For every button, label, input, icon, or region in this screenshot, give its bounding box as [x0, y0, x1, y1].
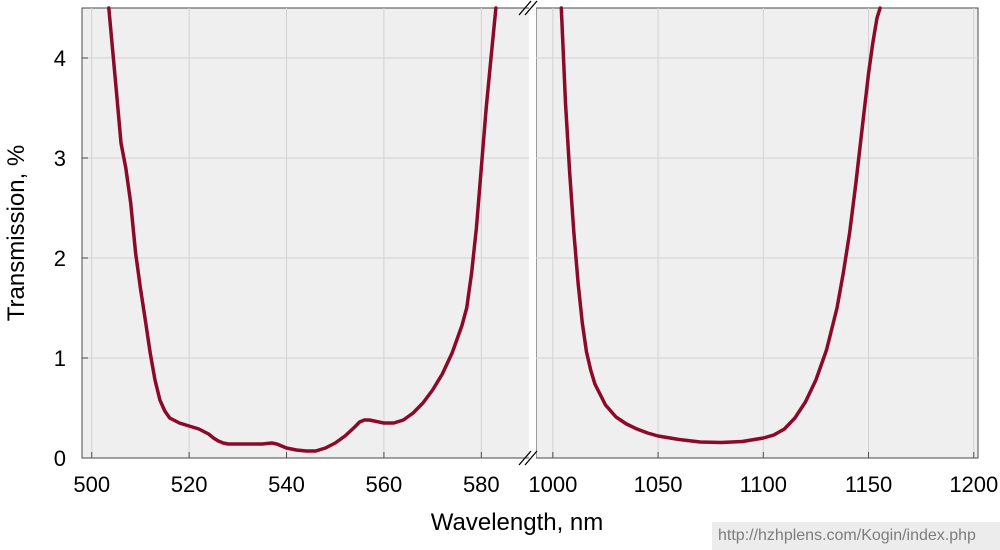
- x-tick-label: 1200: [949, 472, 998, 497]
- y-axis-label: Transmission, %: [3, 145, 30, 321]
- source-url-watermark: http://hzhplens.com/Kogin/index.php: [712, 522, 1000, 550]
- y-tick-label: 0: [54, 446, 66, 471]
- x-tick-label: 520: [171, 472, 208, 497]
- x-tick-label: 1100: [740, 472, 787, 497]
- x-tick-label: 540: [268, 472, 305, 497]
- x-tick-label: 500: [73, 472, 110, 497]
- x-tick-label: 1150: [845, 472, 892, 497]
- x-axis-label: Wavelength, nm: [431, 509, 604, 536]
- y-tick-label: 3: [54, 146, 66, 171]
- axis-break-gap: [529, 4, 536, 462]
- x-tick-label: 1000: [528, 472, 577, 497]
- x-tick-label: 560: [366, 472, 403, 497]
- plot-layer: 500 520 540 560 580 1000 1050 1100 1150 1200 0 1 2 3 4: [54, 0, 998, 497]
- transmission-curve-panel-2: [559, 6, 882, 445]
- y-tick-label: 2: [54, 246, 66, 271]
- x-tick-label: 1050: [634, 472, 683, 497]
- plot-area-panel-1: [81, 7, 531, 459]
- axis-break-mark: [518, 0, 532, 16]
- y-tick-label: 1: [54, 346, 66, 371]
- x-tick-label: 580: [463, 472, 500, 497]
- axis-break-mark: [524, 450, 538, 466]
- plot-area-panel-2: [535, 7, 979, 459]
- axis-break-mark: [524, 0, 538, 16]
- y-tick-label: 4: [54, 46, 66, 71]
- axis-break-mark: [518, 450, 532, 466]
- transmission-curve-panel-1: [107, 6, 498, 453]
